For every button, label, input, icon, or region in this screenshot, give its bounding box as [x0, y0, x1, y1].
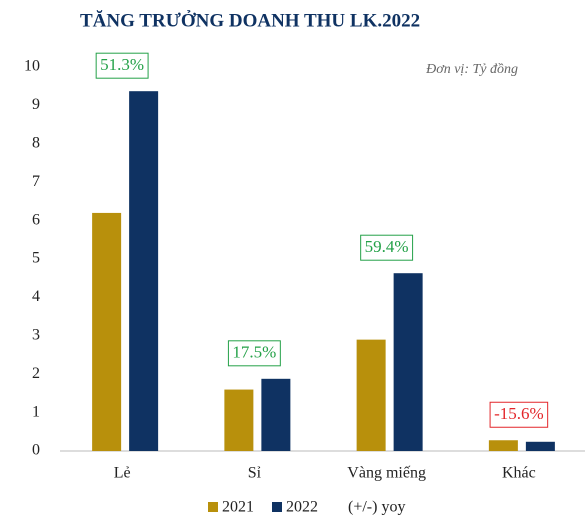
bar — [224, 389, 254, 451]
y-tick-label: 0 — [32, 442, 40, 459]
y-tick-label: 1 — [32, 403, 40, 420]
legend-label: 2022 — [286, 499, 318, 516]
bar — [488, 440, 518, 451]
chart-title: TĂNG TRƯỞNG DOANH THU LK.2022 — [80, 9, 420, 31]
bar — [525, 441, 555, 451]
yoy-box — [95, 52, 149, 79]
yoy-label: 17.5% — [232, 343, 276, 362]
y-tick-label: 9 — [32, 96, 40, 113]
bar — [261, 378, 291, 451]
y-tick-label: 3 — [32, 326, 40, 343]
unit-note: Đơn vị: Tỷ đồng — [425, 62, 518, 77]
y-tick-label: 5 — [32, 250, 40, 267]
yoy-label: 51.3% — [100, 55, 144, 74]
y-tick-label: 8 — [32, 134, 40, 151]
yoy-label: -15.6% — [494, 404, 544, 423]
y-tick-label: 4 — [32, 288, 40, 305]
y-tick-label: 10 — [24, 58, 40, 75]
bar — [393, 273, 423, 451]
yoy-box — [360, 234, 414, 261]
y-tick-label: 7 — [32, 173, 40, 190]
yoy-box — [227, 340, 281, 367]
bar — [356, 339, 386, 451]
yoy-box — [489, 401, 549, 428]
x-tick-label: Sỉ — [248, 465, 262, 482]
y-tick-label: 2 — [32, 365, 40, 382]
legend-swatch — [208, 502, 218, 512]
bar — [129, 91, 159, 451]
x-tick-label: Khác — [502, 465, 536, 482]
legend-label: (+/-) yoy — [348, 499, 405, 516]
x-tick-label: Lẻ — [114, 465, 131, 482]
x-tick-label: Vàng miếng — [347, 465, 426, 482]
y-tick-label: 6 — [32, 211, 40, 228]
legend-label: 2021 — [222, 499, 254, 516]
legend-swatch — [272, 502, 282, 512]
yoy-label: 59.4% — [365, 237, 409, 256]
bar — [92, 212, 122, 451]
